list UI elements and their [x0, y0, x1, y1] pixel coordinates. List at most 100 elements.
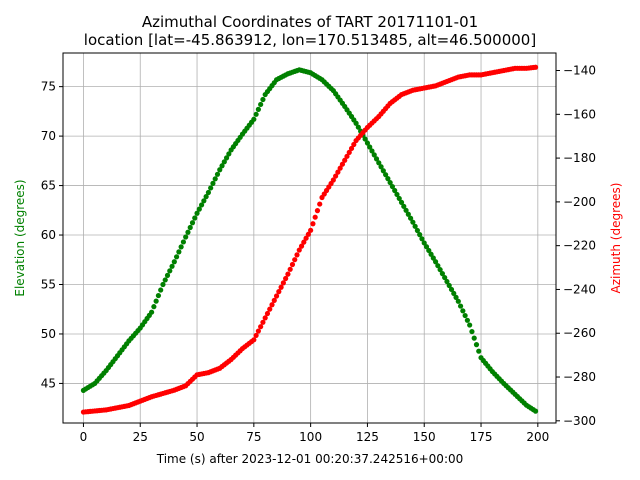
data-point: [423, 244, 430, 250]
data-point: [355, 124, 361, 130]
data-point: [301, 239, 307, 245]
data-point: [223, 155, 230, 161]
data-point: [149, 309, 155, 315]
data-point: [305, 231, 311, 237]
data-point: [460, 308, 466, 314]
data-point: [258, 101, 264, 108]
data-point: [201, 198, 207, 204]
data-point: [351, 141, 357, 148]
data-point: [280, 280, 286, 286]
data-point: [221, 159, 227, 165]
data-point: [373, 156, 380, 162]
data-point: [330, 177, 336, 183]
data-point: [292, 257, 298, 263]
data-point: [314, 208, 321, 214]
data-point: [255, 328, 261, 334]
plot-frame: [62, 52, 557, 424]
data-point: [389, 183, 396, 190]
data-point: [376, 160, 382, 166]
data-point: [205, 189, 212, 196]
data-point: [444, 278, 450, 285]
data-point: [439, 271, 446, 277]
data-point: [198, 202, 205, 208]
data-point: [185, 229, 191, 235]
data-point: [167, 268, 173, 274]
data-point: [421, 240, 427, 246]
data-point: [153, 298, 159, 304]
data-point: [296, 247, 302, 253]
data-point: [273, 293, 280, 299]
data-point: [476, 348, 482, 354]
data-point: [267, 306, 273, 312]
chart-title: Azimuthal Coordinates of TART 20171101-0…: [142, 13, 478, 31]
data-point: [180, 239, 187, 245]
y-tick-label-right: −220: [563, 239, 596, 253]
data-point: [287, 266, 293, 272]
data-point: [401, 203, 407, 209]
data-point: [473, 342, 480, 348]
x-tick-label: 100: [299, 430, 322, 444]
data-point: [407, 215, 414, 221]
data-point: [276, 289, 282, 295]
data-point: [312, 214, 318, 220]
data-point: [260, 96, 266, 103]
data-point: [214, 171, 221, 177]
data-point: [469, 328, 475, 335]
data-point: [417, 232, 423, 238]
data-point: [151, 304, 157, 310]
y-tick-label-right: −180: [563, 151, 596, 165]
y-axis-label-right: Azimuth (degrees): [609, 183, 623, 294]
data-point: [364, 140, 371, 146]
data-point: [255, 106, 261, 112]
data-point: [385, 176, 391, 182]
data-point: [455, 298, 461, 304]
data-point: [380, 168, 386, 174]
x-tick-label: 25: [133, 430, 148, 444]
data-point: [371, 152, 377, 158]
data-point: [410, 219, 416, 225]
data-point: [335, 169, 341, 175]
data-point: [169, 263, 175, 269]
data-point: [362, 136, 368, 142]
data-point: [310, 221, 316, 227]
data-point: [378, 164, 384, 170]
data-point: [160, 281, 166, 288]
x-axis-label: Time (s) after 2023-12-01 00:20:37.24251…: [156, 452, 464, 466]
data-point: [426, 247, 432, 254]
data-point: [162, 277, 168, 283]
y-tick-label-left: 50: [41, 327, 56, 341]
data-point: [251, 116, 257, 122]
data-point: [155, 292, 162, 299]
data-point: [398, 199, 405, 205]
axes: 0 25 50 75 100 125 150 175 200 45 50 55 60 65 70 75 −140…: [41, 52, 596, 444]
x-tick-label: 75: [246, 430, 261, 444]
chart-subtitle: location [lat=-45.863912, lon=170.513485…: [84, 31, 536, 49]
data-point: [262, 315, 268, 321]
data-point: [412, 223, 418, 229]
y-tick-label-right: −260: [563, 326, 596, 340]
y-tick-label-right: −140: [563, 64, 596, 78]
y-tick-label-left: 60: [41, 228, 56, 242]
y-tick-label-left: 65: [41, 179, 56, 193]
data-point: [453, 294, 459, 300]
data-point: [467, 322, 473, 328]
y-tick-label-right: −200: [563, 195, 596, 209]
data-point: [337, 165, 343, 171]
azimuth-series: [80, 64, 539, 415]
x-tick-label: 200: [526, 430, 549, 444]
data-point: [269, 302, 275, 308]
data-point: [457, 303, 464, 309]
data-point: [187, 224, 193, 231]
y-tick-label-left: 45: [41, 376, 56, 390]
data-point: [271, 297, 277, 303]
data-point: [339, 161, 346, 167]
data-point: [203, 194, 209, 200]
data-point: [387, 179, 393, 186]
data-point: [437, 267, 443, 273]
data-point: [158, 287, 164, 293]
data-point: [226, 151, 232, 157]
y-tick-label-right: −300: [563, 414, 596, 428]
data-point: [253, 332, 259, 339]
data-point: [194, 210, 200, 216]
